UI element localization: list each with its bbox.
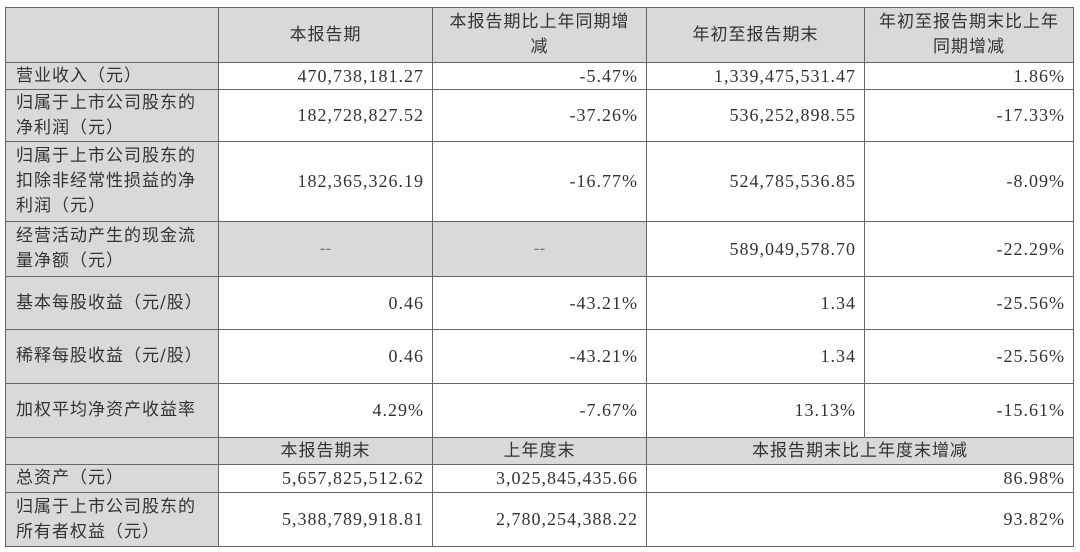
header-period-end: 本报告期末 xyxy=(218,437,433,465)
cell: -5.47% xyxy=(432,62,647,90)
cell: 13.13% xyxy=(646,383,865,438)
header-ytd-change: 年初至报告期末比上年同期增减 xyxy=(864,7,1074,63)
cell: 589,049,578.70 xyxy=(646,221,865,277)
cell: -25.56% xyxy=(864,329,1074,384)
cell: -17.33% xyxy=(864,89,1074,142)
cell: 1.34 xyxy=(646,276,865,330)
cell: -25.56% xyxy=(864,276,1074,330)
cell: -43.21% xyxy=(432,329,647,384)
row-label: 经营活动产生的现金流量净额（元） xyxy=(5,221,219,277)
table-row: 稀释每股收益（元/股） 0.46 -43.21% 1.34 -25.56% xyxy=(5,329,1074,384)
cell: 536,252,898.55 xyxy=(646,89,865,142)
table-row: 加权平均净资产收益率 4.29% -7.67% 13.13% -15.61% xyxy=(5,383,1074,438)
row-label: 营业收入（元） xyxy=(5,62,219,90)
header-row: 本报告期 本报告期比上年同期增减 年初至报告期末 年初至报告期末比上年同期增减 xyxy=(5,7,1074,63)
cell: -16.77% xyxy=(432,141,647,222)
table-row: 总资产（元） 5,657,825,512.62 3,025,845,435.66… xyxy=(5,464,1074,493)
row-label: 加权平均净资产收益率 xyxy=(5,383,219,438)
cell: 3,025,845,435.66 xyxy=(432,464,647,493)
cell: 1.34 xyxy=(646,329,865,384)
header-current-period: 本报告期 xyxy=(218,7,433,63)
header-blank xyxy=(5,437,219,465)
table-row: 归属于上市公司股东的所有者权益（元） 5,388,789,918.81 2,78… xyxy=(5,492,1074,547)
cell-empty: -- xyxy=(432,221,647,277)
cell: 86.98% xyxy=(646,464,1074,493)
cell: 4.29% xyxy=(218,383,433,438)
table-row: 归属于上市公司股东的净利润（元） 182,728,827.52 -37.26% … xyxy=(5,89,1074,142)
cell: -15.61% xyxy=(864,383,1074,438)
cell: 5,388,789,918.81 xyxy=(218,492,433,547)
cell: -22.29% xyxy=(864,221,1074,277)
cell: 93.82% xyxy=(646,492,1074,547)
balance-header-row: 本报告期末 上年度末 本报告期末比上年度末增减 xyxy=(5,437,1074,465)
cell: 470,738,181.27 xyxy=(218,62,433,90)
header-period-end-change: 本报告期末比上年度末增减 xyxy=(646,437,1074,465)
row-label: 归属于上市公司股东的净利润（元） xyxy=(5,89,219,142)
cell: 2,780,254,388.22 xyxy=(432,492,647,547)
table-row: 营业收入（元） 470,738,181.27 -5.47% 1,339,475,… xyxy=(5,62,1074,90)
cell: -43.21% xyxy=(432,276,647,330)
cell: 1,339,475,531.47 xyxy=(646,62,865,90)
header-ytd: 年初至报告期末 xyxy=(646,7,865,63)
row-label: 总资产（元） xyxy=(5,464,219,493)
cell: 5,657,825,512.62 xyxy=(218,464,433,493)
cell-empty: -- xyxy=(218,221,433,277)
table-row: 归属于上市公司股东的扣除非经常性损益的净利润（元） 182,365,326.19… xyxy=(5,141,1074,222)
cell: 1.86% xyxy=(864,62,1074,90)
header-current-period-change: 本报告期比上年同期增减 xyxy=(432,7,647,63)
cell: 0.46 xyxy=(218,329,433,384)
cell: -8.09% xyxy=(864,141,1074,222)
cell: 182,365,326.19 xyxy=(218,141,433,222)
table-row: 经营活动产生的现金流量净额（元） -- -- 589,049,578.70 -2… xyxy=(5,221,1074,277)
cell: -37.26% xyxy=(432,89,647,142)
cell: 182,728,827.52 xyxy=(218,89,433,142)
row-label: 稀释每股收益（元/股） xyxy=(5,329,219,384)
row-label: 基本每股收益（元/股） xyxy=(5,276,219,330)
table-row: 基本每股收益（元/股） 0.46 -43.21% 1.34 -25.56% xyxy=(5,276,1074,330)
row-label: 归属于上市公司股东的所有者权益（元） xyxy=(5,492,219,547)
cell: 0.46 xyxy=(218,276,433,330)
row-label: 归属于上市公司股东的扣除非经常性损益的净利润（元） xyxy=(5,141,219,222)
header-prior-year-end: 上年度末 xyxy=(432,437,647,465)
header-blank xyxy=(5,7,219,63)
cell: 524,785,536.85 xyxy=(646,141,865,222)
financial-summary-table: 本报告期 本报告期比上年同期增减 年初至报告期末 年初至报告期末比上年同期增减 … xyxy=(5,7,1074,547)
cell: -7.67% xyxy=(432,383,647,438)
